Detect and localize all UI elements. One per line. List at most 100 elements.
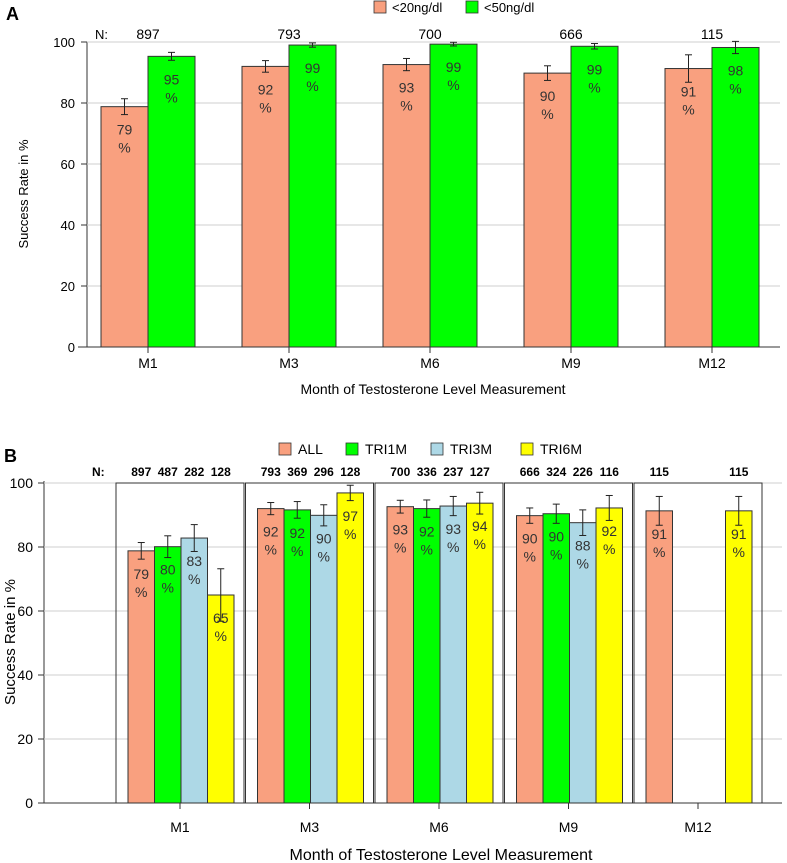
panel-b-x-ticks: M1 M3 M6 M9 M12 <box>170 803 712 835</box>
bar <box>711 46 760 348</box>
data-label-percent: % <box>550 547 562 563</box>
x-tick-label: M3 <box>279 355 299 371</box>
y-tick-label: 40 <box>17 667 33 683</box>
data-label-value: 79 <box>117 122 133 138</box>
bar <box>645 510 673 804</box>
data-label-percent: % <box>162 580 174 596</box>
n-label: 115 <box>701 26 724 42</box>
n-label: 487 <box>158 465 178 479</box>
data-label-value: 91 <box>681 84 697 100</box>
bar <box>664 68 713 348</box>
data-label-value: 80 <box>160 562 176 578</box>
legend-swatch-lt20 <box>373 0 387 14</box>
n-label: 282 <box>184 465 204 479</box>
bar <box>725 510 753 804</box>
data-label-percent: % <box>135 584 147 600</box>
x-tick-label: M6 <box>420 355 440 371</box>
panel-a-legend: <20ng/dl <50ng/dl <box>373 0 534 15</box>
panel-a-n-labels: 897 793 700 666 115 <box>136 26 723 42</box>
x-tick-label: M1 <box>138 355 158 371</box>
legend-swatch-tri3m <box>430 442 444 456</box>
y-tick-label: 80 <box>17 539 33 555</box>
data-label-value: 90 <box>316 530 332 546</box>
legend-label-lt50: <50ng/dl <box>484 0 534 15</box>
x-tick-label: M9 <box>559 819 579 835</box>
data-label-percent: % <box>588 79 600 95</box>
data-label-value: 97 <box>342 508 358 524</box>
bar <box>147 55 196 348</box>
n-label: 897 <box>131 465 151 479</box>
y-tick-label: 100 <box>53 35 75 50</box>
bar <box>336 492 364 804</box>
bar <box>523 72 572 348</box>
n-label: 700 <box>418 26 442 42</box>
panel-b-y-ticks: 0 20 40 60 80 100 <box>10 475 44 811</box>
data-label-percent: % <box>344 526 356 542</box>
data-label-percent: % <box>259 99 271 115</box>
data-label-value: 79 <box>133 566 149 582</box>
n-label: 115 <box>650 465 670 479</box>
n-label: 115 <box>729 465 749 479</box>
y-tick-label: 80 <box>61 96 75 111</box>
panel-a-label: A <box>6 4 19 24</box>
n-label: 897 <box>136 26 160 42</box>
legend-swatch-tri6m <box>520 442 534 456</box>
n-label: 666 <box>520 465 540 479</box>
data-label-percent: % <box>447 77 459 93</box>
panel-b-bars: 79% 80% 83% 65% 92% 92% 90% 97% 93% 92% 93% 94% 90% 9… <box>127 484 753 804</box>
panel-b-label: B <box>4 446 17 466</box>
data-label-percent: % <box>188 571 200 587</box>
data-label-percent: % <box>733 544 745 560</box>
panel-a-n-prefix: N: <box>95 27 108 42</box>
data-label-value: 91 <box>651 526 667 542</box>
n-label: 128 <box>211 465 231 479</box>
data-label-value: 65 <box>213 610 229 626</box>
y-tick-label: 20 <box>17 731 33 747</box>
data-label-percent: % <box>729 80 741 96</box>
n-label: 666 <box>559 26 583 42</box>
legend-label-tri1m: TRI1M <box>365 441 407 457</box>
x-tick-label: M9 <box>561 355 581 371</box>
data-label-value: 99 <box>305 60 321 76</box>
data-label-percent: % <box>400 98 412 114</box>
legend-swatch-all <box>278 442 292 456</box>
panel-b-legend: ALL TRI1M TRI3M TRI6M <box>278 441 582 457</box>
data-label-value: 92 <box>289 525 305 541</box>
legend-swatch-tri1m <box>345 442 359 456</box>
bar <box>429 43 478 348</box>
data-label-percent: % <box>265 542 277 558</box>
data-label-percent: % <box>118 140 130 156</box>
bar <box>283 509 311 804</box>
data-label-percent: % <box>318 548 330 564</box>
panel-a-x-ticks: M1 M3 M6 M9 M12 <box>138 347 726 371</box>
panel-a-y-label: Success Rate in % <box>16 139 31 249</box>
data-label-value: 88 <box>575 538 591 554</box>
panel-a-bars: 79% 95% 92% 99% 93% 99% 90% 99% 91% 98% <box>100 40 760 348</box>
y-tick-label: 40 <box>61 218 75 233</box>
data-label-percent: % <box>653 544 665 560</box>
data-label-value: 92 <box>419 524 435 540</box>
data-label-value: 93 <box>399 80 415 96</box>
panel-b-y-label: Success Rate in % <box>2 579 19 705</box>
x-tick-label: M3 <box>300 819 320 835</box>
data-label-value: 92 <box>258 81 274 97</box>
panel-b: B ALL TRI1M TRI3M TRI6M 0 20 40 60 80 100 79%… <box>2 441 782 863</box>
data-label-percent: % <box>421 542 433 558</box>
data-label-value: 83 <box>186 553 202 569</box>
data-label-percent: % <box>524 549 536 565</box>
data-label-percent: % <box>291 543 303 559</box>
data-label-value: 90 <box>540 88 556 104</box>
bar <box>516 515 544 804</box>
legend-swatch-lt50 <box>465 0 479 14</box>
x-tick-label: M12 <box>698 355 725 371</box>
n-label: 793 <box>261 465 281 479</box>
bar <box>569 522 597 804</box>
bar <box>154 546 182 804</box>
n-label: 237 <box>443 465 463 479</box>
panel-a-y-ticks: 0 20 40 60 80 100 <box>53 35 87 355</box>
data-label-value: 99 <box>446 59 462 75</box>
bar <box>241 65 290 348</box>
legend-label-tri3m: TRI3M <box>450 441 492 457</box>
n-label: 700 <box>390 465 410 479</box>
panel-a: A <20ng/dl <50ng/dl 0 20 40 60 80 100 79% 95% 9… <box>6 0 780 397</box>
